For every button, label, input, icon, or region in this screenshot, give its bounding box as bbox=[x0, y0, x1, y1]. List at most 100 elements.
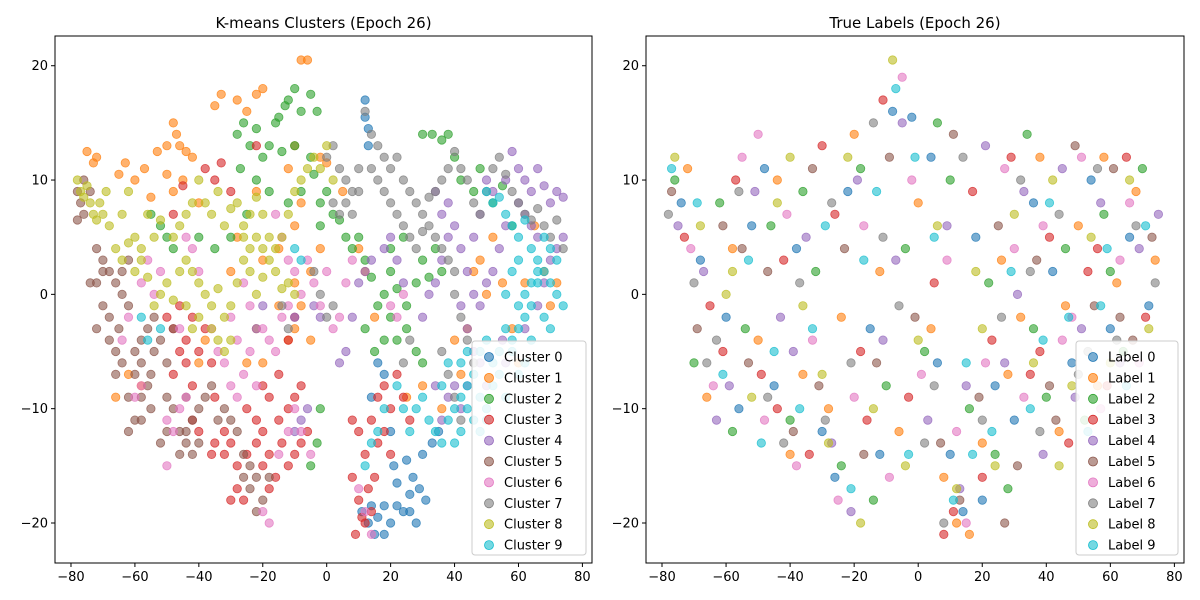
data-point bbox=[98, 209, 108, 219]
data-point bbox=[130, 266, 140, 277]
data-point bbox=[916, 369, 927, 379]
data-point bbox=[942, 221, 952, 231]
data-point bbox=[309, 152, 319, 162]
data-point bbox=[469, 198, 479, 208]
data-point bbox=[1092, 164, 1103, 174]
data-point bbox=[449, 404, 460, 414]
data-point bbox=[152, 146, 162, 157]
data-point bbox=[833, 495, 843, 505]
data-point bbox=[373, 301, 383, 311]
data-point bbox=[449, 146, 460, 157]
data-point bbox=[322, 312, 332, 322]
data-point bbox=[411, 244, 421, 254]
data-point bbox=[763, 266, 773, 277]
data-point bbox=[149, 301, 159, 311]
data-point bbox=[277, 312, 287, 322]
data-point bbox=[226, 186, 236, 197]
data-point bbox=[360, 449, 370, 459]
data-point bbox=[724, 381, 734, 391]
data-point bbox=[104, 335, 114, 345]
data-point bbox=[798, 186, 808, 197]
data-point bbox=[290, 289, 300, 299]
data-point bbox=[312, 106, 322, 117]
data-point bbox=[369, 346, 380, 357]
data-point bbox=[232, 129, 242, 139]
data-point bbox=[296, 415, 306, 425]
data-point bbox=[823, 404, 834, 414]
data-point bbox=[1009, 209, 1019, 219]
data-point bbox=[817, 369, 827, 379]
data-point bbox=[526, 244, 536, 254]
data-point bbox=[552, 186, 562, 197]
legend-label: Cluster 7 bbox=[504, 497, 563, 512]
data-point bbox=[437, 266, 447, 277]
data-point bbox=[111, 346, 121, 357]
data-point bbox=[296, 198, 306, 208]
data-point bbox=[296, 301, 306, 311]
data-point bbox=[449, 381, 460, 391]
data-point bbox=[226, 381, 236, 391]
data-point bbox=[155, 324, 166, 334]
data-point bbox=[306, 449, 316, 459]
data-point bbox=[187, 152, 197, 162]
data-point bbox=[513, 198, 524, 208]
data-point bbox=[1025, 266, 1035, 277]
data-point bbox=[424, 272, 434, 282]
data-point bbox=[117, 266, 127, 277]
data-point bbox=[475, 255, 485, 265]
data-point bbox=[360, 266, 370, 277]
data-point bbox=[322, 152, 332, 162]
data-point bbox=[405, 506, 415, 517]
data-point bbox=[417, 392, 428, 402]
data-point bbox=[846, 506, 856, 517]
data-point bbox=[449, 438, 460, 448]
data-point bbox=[721, 312, 731, 322]
data-point bbox=[443, 198, 453, 208]
data-point bbox=[398, 404, 408, 414]
data-point bbox=[360, 95, 370, 105]
data-point bbox=[878, 335, 888, 345]
data-point bbox=[264, 518, 274, 528]
data-point bbox=[475, 301, 485, 311]
data-point bbox=[846, 484, 856, 494]
data-point bbox=[277, 301, 287, 311]
data-point bbox=[756, 369, 766, 379]
data-point bbox=[379, 289, 389, 299]
data-point bbox=[868, 495, 879, 505]
data-point bbox=[795, 404, 805, 414]
data-point bbox=[251, 141, 261, 151]
data-point bbox=[98, 255, 108, 265]
data-point bbox=[385, 266, 396, 277]
data-point bbox=[871, 358, 882, 368]
data-point bbox=[558, 192, 568, 202]
data-point bbox=[545, 278, 556, 288]
data-point bbox=[360, 506, 370, 517]
data-point bbox=[695, 221, 706, 231]
data-point bbox=[907, 175, 917, 185]
data-point bbox=[181, 232, 191, 242]
points-layer bbox=[72, 55, 568, 540]
data-point bbox=[239, 255, 249, 265]
data-point bbox=[290, 404, 300, 414]
data-point bbox=[334, 164, 345, 174]
data-point bbox=[990, 461, 1000, 471]
data-point bbox=[913, 335, 923, 345]
data-point bbox=[545, 301, 556, 311]
data-point bbox=[239, 449, 249, 459]
data-point bbox=[513, 301, 524, 311]
data-point bbox=[475, 209, 485, 219]
data-point bbox=[756, 438, 766, 448]
data-point bbox=[251, 381, 261, 391]
data-point bbox=[501, 169, 511, 179]
data-point bbox=[987, 335, 997, 345]
data-point bbox=[168, 118, 178, 128]
data-point bbox=[859, 221, 869, 231]
data-point bbox=[449, 289, 460, 299]
data-point bbox=[306, 461, 316, 471]
data-point bbox=[814, 381, 824, 391]
data-point bbox=[175, 141, 185, 151]
data-point bbox=[264, 392, 274, 402]
data-point bbox=[354, 232, 364, 242]
data-point bbox=[411, 404, 421, 414]
data-point bbox=[849, 129, 859, 139]
